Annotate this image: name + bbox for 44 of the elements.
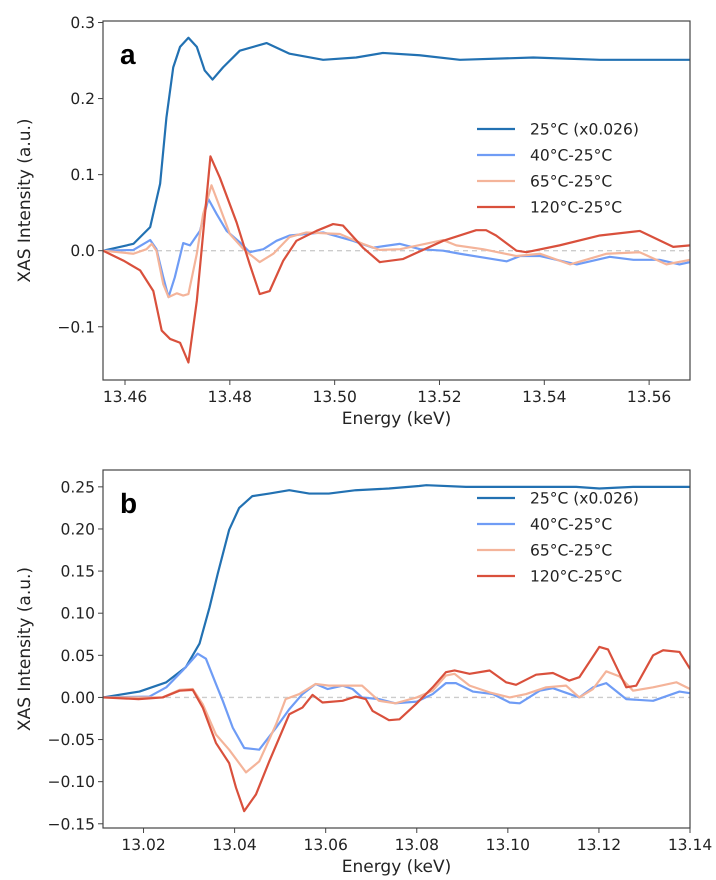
x-tick-label: 13.12 xyxy=(576,836,622,854)
x-tick-label: 13.02 xyxy=(121,836,166,854)
y-tick-label: 0.3 xyxy=(70,14,95,32)
text: a xyxy=(120,39,136,70)
text: b xyxy=(120,488,138,519)
legend-label: 120°C-25°C xyxy=(530,568,622,586)
x-tick-label: 13.06 xyxy=(304,836,348,854)
y-tick-label: 0.25 xyxy=(60,478,95,496)
y-tick-label: 0.2 xyxy=(70,90,95,108)
x-axis-title: Energy (keV) xyxy=(342,857,452,877)
legend-label: 25°C (x0.026) xyxy=(530,490,639,508)
x-tick-label: 13.14 xyxy=(668,836,712,854)
y-tick-label: 0.15 xyxy=(60,562,95,581)
y-tick-label: 0.05 xyxy=(60,646,95,665)
x-tick-label: 13.08 xyxy=(394,836,439,854)
y-tick-label: 0.00 xyxy=(60,688,95,707)
x-axis-title: Energy (keV) xyxy=(342,409,452,429)
legend-label: 40°C-25°C xyxy=(530,516,612,534)
x-tick-label: 13.52 xyxy=(417,388,462,406)
y-tick-label: −0.15 xyxy=(48,815,95,834)
y-tick-label: 0.10 xyxy=(60,604,95,623)
y-tick-label: 0.20 xyxy=(60,520,95,538)
x-tick-label: 13.46 xyxy=(102,388,148,406)
x-tick-label: 13.48 xyxy=(208,388,252,406)
legend-label: 65°C-25°C xyxy=(530,542,612,560)
y-axis-title: XAS Intensity (a.u.) xyxy=(15,566,35,732)
x-tick-label: 13.54 xyxy=(522,388,566,406)
legend-label: 65°C-25°C xyxy=(530,172,612,190)
line-series xyxy=(103,646,690,812)
legend-label: 120°C-25°C xyxy=(530,198,622,216)
x-tick-label: 13.10 xyxy=(486,836,530,854)
y-tick-label: −0.10 xyxy=(48,773,95,792)
x-tick-label: 13.04 xyxy=(212,836,257,854)
y-tick-label: 0.1 xyxy=(70,166,95,184)
legend-label: 25°C (x0.026) xyxy=(530,120,639,138)
x-tick-label: 13.56 xyxy=(626,388,672,406)
legend-label: 40°C-25°C xyxy=(530,146,612,164)
line-series xyxy=(103,36,690,252)
line-series xyxy=(103,484,690,699)
y-axis-title: XAS Intensity (a.u.) xyxy=(15,118,35,283)
y-tick-label: −0.1 xyxy=(57,318,95,336)
y-tick-label: 0.0 xyxy=(70,242,95,260)
y-tick-label: −0.05 xyxy=(48,731,95,750)
x-tick-label: 13.50 xyxy=(312,388,357,406)
